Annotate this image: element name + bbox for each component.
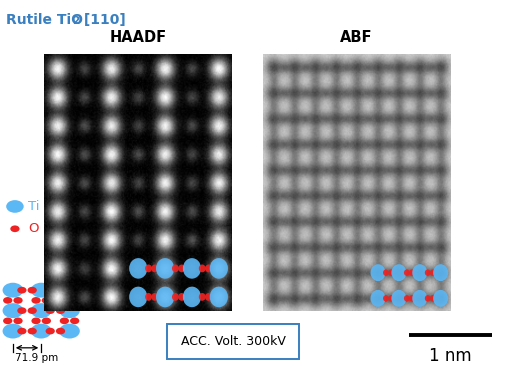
Circle shape — [383, 295, 389, 302]
Circle shape — [370, 264, 386, 281]
Circle shape — [3, 297, 12, 304]
Circle shape — [413, 290, 427, 307]
Circle shape — [3, 324, 23, 339]
Circle shape — [70, 297, 79, 304]
Circle shape — [6, 200, 24, 213]
Circle shape — [183, 258, 201, 279]
Circle shape — [430, 295, 436, 302]
Circle shape — [3, 317, 12, 324]
Circle shape — [388, 295, 394, 302]
Circle shape — [404, 295, 409, 302]
Circle shape — [178, 293, 185, 301]
Circle shape — [59, 303, 80, 318]
Circle shape — [210, 258, 228, 279]
Circle shape — [391, 264, 406, 281]
Circle shape — [409, 295, 415, 302]
Circle shape — [31, 324, 52, 339]
Circle shape — [46, 307, 55, 314]
Text: Rutile TiO: Rutile TiO — [6, 13, 83, 27]
Circle shape — [10, 225, 20, 232]
Circle shape — [18, 328, 27, 334]
Circle shape — [205, 264, 212, 272]
Text: HAADF: HAADF — [109, 30, 166, 45]
Circle shape — [404, 269, 409, 276]
Text: ABF: ABF — [340, 30, 373, 45]
Circle shape — [145, 264, 152, 272]
Circle shape — [156, 258, 174, 279]
Circle shape — [409, 269, 415, 276]
Circle shape — [129, 287, 147, 307]
Circle shape — [145, 293, 152, 301]
Circle shape — [370, 290, 386, 307]
Circle shape — [42, 317, 51, 324]
Text: 2: 2 — [72, 16, 79, 26]
Circle shape — [13, 317, 23, 324]
Circle shape — [3, 303, 23, 318]
Circle shape — [430, 269, 436, 276]
Circle shape — [391, 290, 406, 307]
Circle shape — [28, 328, 37, 334]
Circle shape — [172, 264, 179, 272]
Circle shape — [210, 287, 228, 307]
Circle shape — [59, 324, 80, 339]
Text: 71.9 pm: 71.9 pm — [15, 353, 59, 363]
Circle shape — [56, 328, 65, 334]
Text: O: O — [28, 222, 38, 235]
Circle shape — [18, 307, 27, 314]
Text: [110]: [110] — [79, 13, 126, 27]
Circle shape — [46, 328, 55, 334]
Circle shape — [129, 258, 147, 279]
Circle shape — [199, 293, 205, 301]
Circle shape — [433, 264, 448, 281]
Circle shape — [383, 269, 389, 276]
Circle shape — [31, 317, 41, 324]
Circle shape — [31, 303, 52, 318]
Circle shape — [433, 290, 448, 307]
Circle shape — [59, 283, 80, 298]
Circle shape — [31, 283, 52, 298]
Text: 1 nm: 1 nm — [430, 347, 472, 365]
Circle shape — [425, 295, 431, 302]
Circle shape — [3, 283, 23, 298]
Circle shape — [46, 287, 55, 294]
Circle shape — [60, 297, 69, 304]
Circle shape — [31, 297, 41, 304]
Circle shape — [388, 269, 394, 276]
Circle shape — [178, 264, 185, 272]
Text: ACC. Volt. 300kV: ACC. Volt. 300kV — [181, 335, 285, 348]
Circle shape — [413, 264, 427, 281]
FancyBboxPatch shape — [167, 324, 299, 359]
Circle shape — [205, 293, 212, 301]
Circle shape — [28, 307, 37, 314]
Circle shape — [425, 269, 431, 276]
Circle shape — [42, 297, 51, 304]
Text: Ti: Ti — [28, 200, 39, 213]
Circle shape — [151, 293, 158, 301]
Circle shape — [70, 317, 79, 324]
Circle shape — [199, 264, 205, 272]
Circle shape — [60, 317, 69, 324]
Circle shape — [56, 307, 65, 314]
Circle shape — [56, 287, 65, 294]
Circle shape — [156, 287, 174, 307]
Circle shape — [172, 293, 179, 301]
Circle shape — [18, 287, 27, 294]
Circle shape — [28, 287, 37, 294]
Circle shape — [13, 297, 23, 304]
Circle shape — [183, 287, 201, 307]
Circle shape — [151, 264, 158, 272]
